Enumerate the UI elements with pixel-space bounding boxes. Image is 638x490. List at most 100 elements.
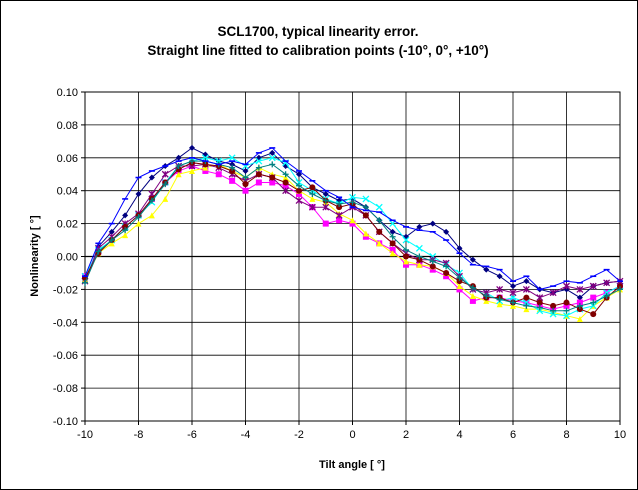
data-point bbox=[296, 171, 302, 178]
data-point bbox=[576, 299, 583, 306]
x-tick-label: -6 bbox=[187, 429, 197, 441]
data-point bbox=[617, 283, 623, 290]
data-point bbox=[376, 240, 383, 247]
x-tick-label: -2 bbox=[294, 429, 304, 441]
data-point bbox=[510, 299, 516, 306]
data-point bbox=[416, 253, 423, 260]
data-point bbox=[336, 204, 343, 211]
data-point bbox=[523, 302, 530, 309]
data-point bbox=[135, 214, 142, 221]
data-point bbox=[469, 297, 476, 304]
data-point bbox=[469, 284, 476, 291]
data-point bbox=[336, 200, 343, 207]
data-point bbox=[389, 233, 396, 240]
data-point bbox=[349, 193, 356, 201]
data-point bbox=[148, 174, 155, 181]
series-layer bbox=[81, 144, 624, 323]
data-point bbox=[282, 179, 289, 186]
data-point bbox=[229, 167, 236, 174]
data-point bbox=[362, 212, 369, 219]
data-point bbox=[416, 223, 423, 230]
data-point bbox=[322, 197, 329, 204]
series-8 bbox=[82, 147, 623, 291]
data-point bbox=[242, 187, 249, 194]
data-point bbox=[429, 263, 436, 270]
data-point bbox=[483, 297, 490, 304]
y-tick-label: 0.04 bbox=[57, 186, 78, 198]
y-tick-label: -0.02 bbox=[53, 284, 78, 296]
data-point bbox=[496, 285, 504, 293]
data-point bbox=[536, 307, 544, 315]
data-point bbox=[563, 299, 570, 306]
data-point bbox=[469, 256, 476, 263]
data-point bbox=[202, 161, 209, 168]
data-point bbox=[456, 283, 463, 290]
data-point bbox=[189, 158, 195, 165]
data-point bbox=[523, 306, 530, 313]
data-point bbox=[483, 292, 490, 299]
data-point bbox=[456, 274, 463, 281]
y-tick-label: 0.00 bbox=[57, 252, 78, 264]
data-point bbox=[549, 310, 557, 318]
data-point bbox=[523, 294, 530, 301]
data-point bbox=[403, 261, 409, 268]
x-tick-label: 6 bbox=[510, 429, 516, 441]
series-7 bbox=[82, 158, 623, 314]
data-point bbox=[309, 195, 316, 202]
data-point bbox=[617, 286, 623, 293]
data-point bbox=[296, 187, 302, 194]
data-point bbox=[483, 266, 490, 273]
data-point bbox=[362, 230, 369, 237]
data-point bbox=[255, 171, 262, 178]
x-tick-label: -10 bbox=[77, 429, 93, 441]
data-point bbox=[108, 240, 115, 247]
data-point bbox=[362, 195, 370, 203]
data-point bbox=[189, 144, 195, 151]
data-point bbox=[522, 299, 530, 307]
data-point bbox=[201, 154, 209, 162]
y-tick-label: -0.04 bbox=[53, 317, 78, 329]
data-point bbox=[443, 269, 450, 276]
data-point bbox=[268, 154, 276, 162]
data-point bbox=[402, 236, 410, 244]
x-tick-label: -8 bbox=[134, 429, 144, 441]
data-point bbox=[108, 228, 115, 235]
data-point bbox=[563, 312, 570, 320]
data-point bbox=[389, 228, 396, 235]
data-point bbox=[362, 204, 369, 211]
data-point bbox=[415, 244, 423, 252]
data-point bbox=[603, 292, 610, 299]
data-point bbox=[82, 279, 88, 286]
data-point bbox=[95, 248, 102, 255]
data-point bbox=[590, 299, 597, 306]
data-point bbox=[162, 181, 169, 188]
y-tick-label: -0.06 bbox=[53, 350, 78, 362]
data-point bbox=[242, 167, 249, 174]
data-point bbox=[589, 282, 597, 290]
data-point bbox=[362, 233, 369, 240]
data-point bbox=[202, 164, 209, 171]
data-point bbox=[148, 212, 155, 219]
data-point bbox=[269, 179, 276, 186]
data-point bbox=[229, 177, 236, 184]
data-point bbox=[202, 167, 209, 174]
data-point bbox=[255, 157, 263, 165]
data-point bbox=[135, 220, 142, 227]
data-point bbox=[590, 311, 597, 318]
data-point bbox=[429, 258, 436, 265]
chart-subtitle: Straight line fitted to calibration poin… bbox=[147, 43, 489, 58]
data-point bbox=[269, 161, 276, 168]
data-point bbox=[376, 217, 383, 224]
data-point bbox=[322, 190, 329, 197]
data-point bbox=[175, 171, 182, 178]
data-point bbox=[282, 187, 290, 195]
data-point bbox=[255, 179, 262, 186]
y-tick-label: 0.02 bbox=[57, 219, 78, 231]
data-point bbox=[349, 220, 356, 227]
data-point bbox=[189, 167, 195, 174]
data-point bbox=[162, 195, 169, 202]
data-point bbox=[389, 240, 396, 247]
data-point bbox=[429, 220, 436, 227]
data-point bbox=[389, 246, 396, 253]
